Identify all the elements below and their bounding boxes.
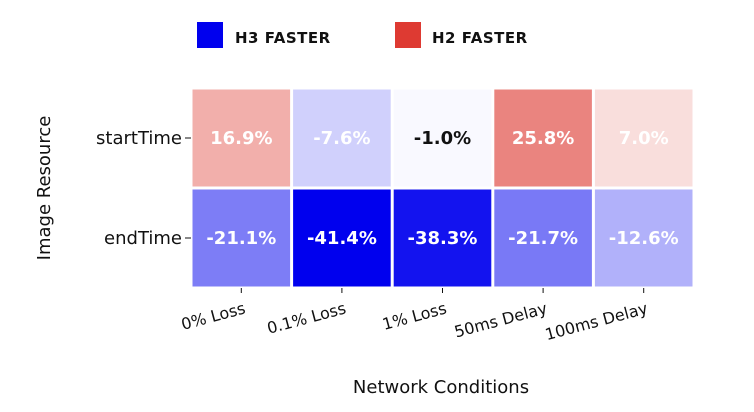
heatmap-cell: [594, 189, 693, 287]
cell-value-label: -7.6%: [313, 128, 370, 149]
heatmap-cells: 16.9% -7.6% -1.0% 25.8% 7.0% -21.1% -41.4% -38.…: [192, 89, 693, 287]
y-tick-labels: startTime endTime: [96, 128, 191, 249]
cell-value-label: 7.0%: [619, 128, 669, 149]
cell-value-label: -12.6%: [609, 228, 679, 249]
cell-value-label: -38.3%: [408, 228, 478, 249]
x-tick-label: 0.1% Loss: [265, 299, 348, 338]
heatmap-cell: [494, 89, 592, 187]
cell-value-label: 16.9%: [210, 128, 272, 149]
heatmap-cell: [494, 189, 592, 287]
cell-value-label: -41.4%: [307, 228, 377, 249]
heatmap-cell: [293, 189, 391, 287]
cell-value-label: 25.8%: [512, 128, 574, 149]
x-tick-label: 100ms Delay: [543, 299, 650, 345]
heatmap-cell: [393, 189, 492, 287]
y-tick-label: endTime: [104, 228, 182, 249]
heatmap-cell: [594, 89, 693, 187]
heatmap-cell: [293, 89, 391, 187]
x-tick-label: 1% Loss: [380, 299, 448, 334]
heatmap-cell: [192, 189, 291, 287]
cell-value-label: -21.1%: [206, 228, 276, 249]
figure-caption-fragment: ​: [0, 392, 754, 412]
legend: H3 FASTER H2 FASTER: [197, 22, 528, 48]
heatmap-cell: [393, 89, 492, 187]
legend-label-h3: H3 FASTER: [235, 29, 331, 47]
legend-label-h2: H2 FASTER: [432, 29, 528, 47]
x-tick-label: 50ms Delay: [452, 299, 549, 342]
x-axis-title: Network Conditions: [353, 377, 529, 398]
legend-swatch-h2: [395, 22, 421, 48]
y-axis-title: Image Resource: [34, 116, 55, 261]
y-tick-label: startTime: [96, 128, 182, 149]
legend-swatch-h3: [197, 22, 223, 48]
x-tick-label: 0% Loss: [179, 299, 247, 334]
cell-value-label: -1.0%: [414, 128, 471, 149]
heatmap-cell: [192, 89, 291, 187]
cell-value-label: -21.7%: [508, 228, 578, 249]
